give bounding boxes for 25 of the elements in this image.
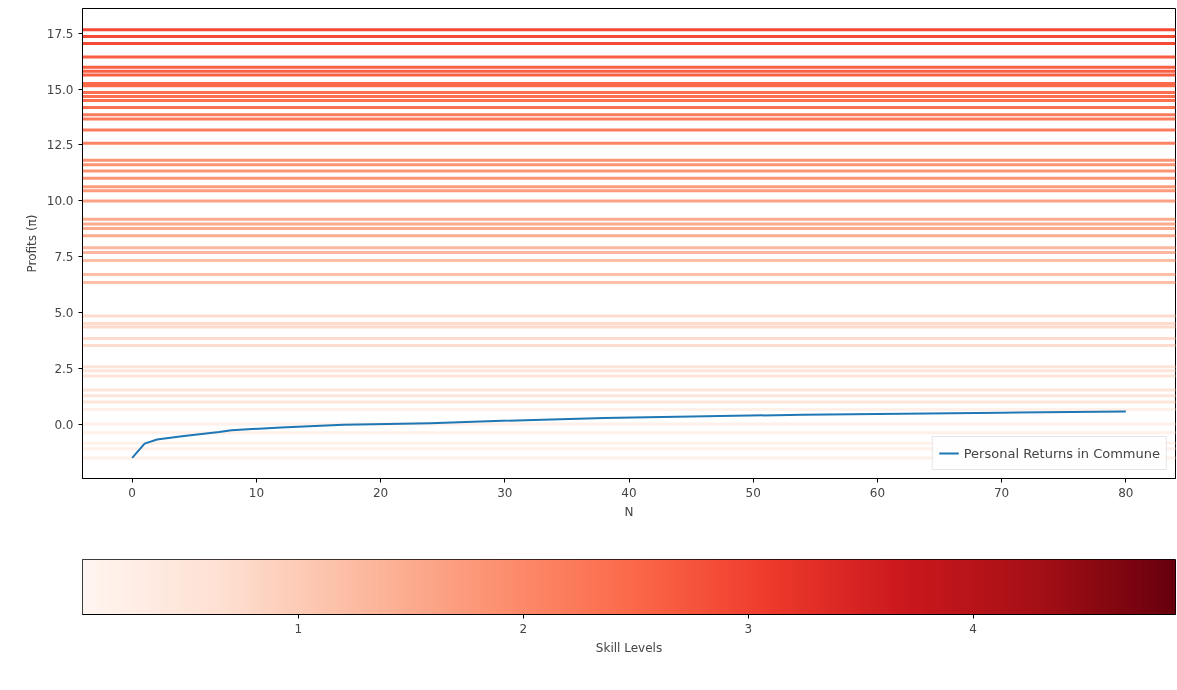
y-tick-label: 10.0	[46, 194, 74, 209]
x-tick-label: 10	[248, 485, 265, 500]
x-tick-label: 60	[869, 485, 886, 500]
x-axis-title: N	[624, 504, 634, 519]
x-tick-label: 50	[745, 485, 761, 500]
legend-label: Personal Returns in Commune	[963, 445, 1160, 461]
y-tick-label: 0.0	[54, 418, 74, 433]
x-tick-label: 80	[1118, 485, 1134, 500]
y-tick-label: 17.5	[46, 26, 74, 41]
x-tick-label: 20	[372, 485, 389, 500]
color-bar-label: 1	[294, 621, 303, 636]
y-axis-title: Profits (π)	[24, 214, 39, 273]
color-bar-label: 2	[519, 621, 528, 636]
y-tick-label: 12.5	[46, 138, 74, 153]
x-tick-label: 30	[497, 485, 513, 500]
x-tick-label: 70	[993, 485, 1010, 500]
color-bar-label: 3	[744, 621, 753, 636]
y-tick-label: 2.5	[54, 362, 74, 377]
color-bar-label: 4	[969, 621, 977, 636]
x-tick-label: 40	[621, 485, 637, 500]
y-tick-label: 5.0	[54, 306, 74, 321]
y-tick-label: 7.5	[54, 250, 74, 265]
color-bar-title: Skill Levels	[595, 640, 663, 655]
y-tick-label: 15.0	[46, 82, 74, 97]
x-tick-label: 0	[128, 485, 137, 500]
